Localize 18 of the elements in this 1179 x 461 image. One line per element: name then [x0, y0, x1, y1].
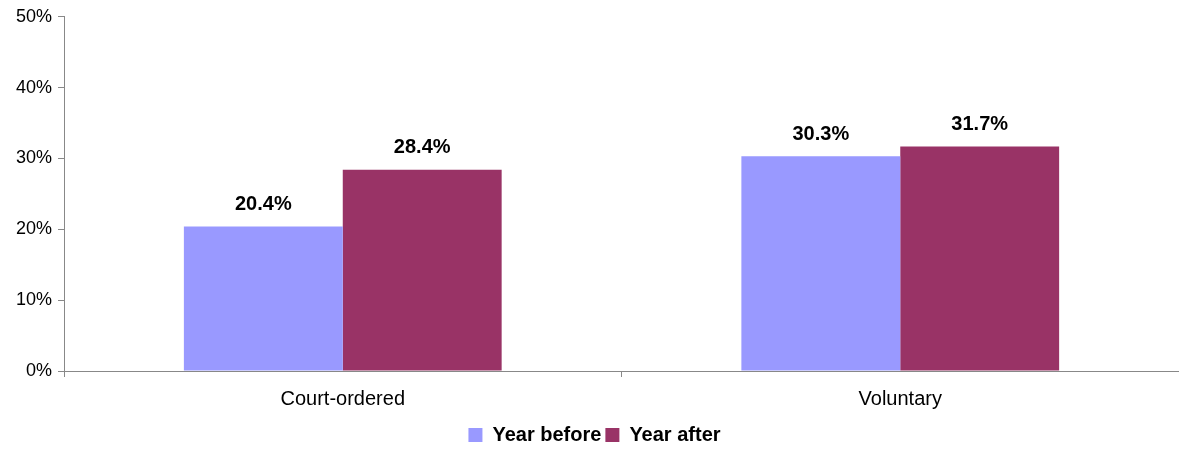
data-label: 31.7%: [951, 111, 1009, 134]
legend-label: Year after: [629, 422, 721, 445]
x-tick-label: Court-ordered: [280, 386, 406, 409]
bar: [183, 226, 343, 371]
data-label: 30.3%: [792, 121, 850, 144]
x-tick-label: Voluntary: [858, 386, 942, 409]
y-tick-label: 40%: [16, 76, 53, 97]
bar: [342, 169, 502, 371]
data-label: 28.4%: [393, 135, 451, 158]
y-tick-label: 0%: [26, 359, 53, 380]
y-tick-label: 10%: [16, 289, 53, 310]
y-tick-label: 50%: [16, 5, 53, 26]
bar: [741, 156, 901, 371]
legend-label: Year before: [492, 422, 602, 445]
data-label: 20.4%: [234, 192, 292, 214]
y-tick-label: 20%: [16, 218, 53, 239]
y-tick-label: 30%: [16, 147, 53, 168]
bar: [900, 146, 1060, 371]
